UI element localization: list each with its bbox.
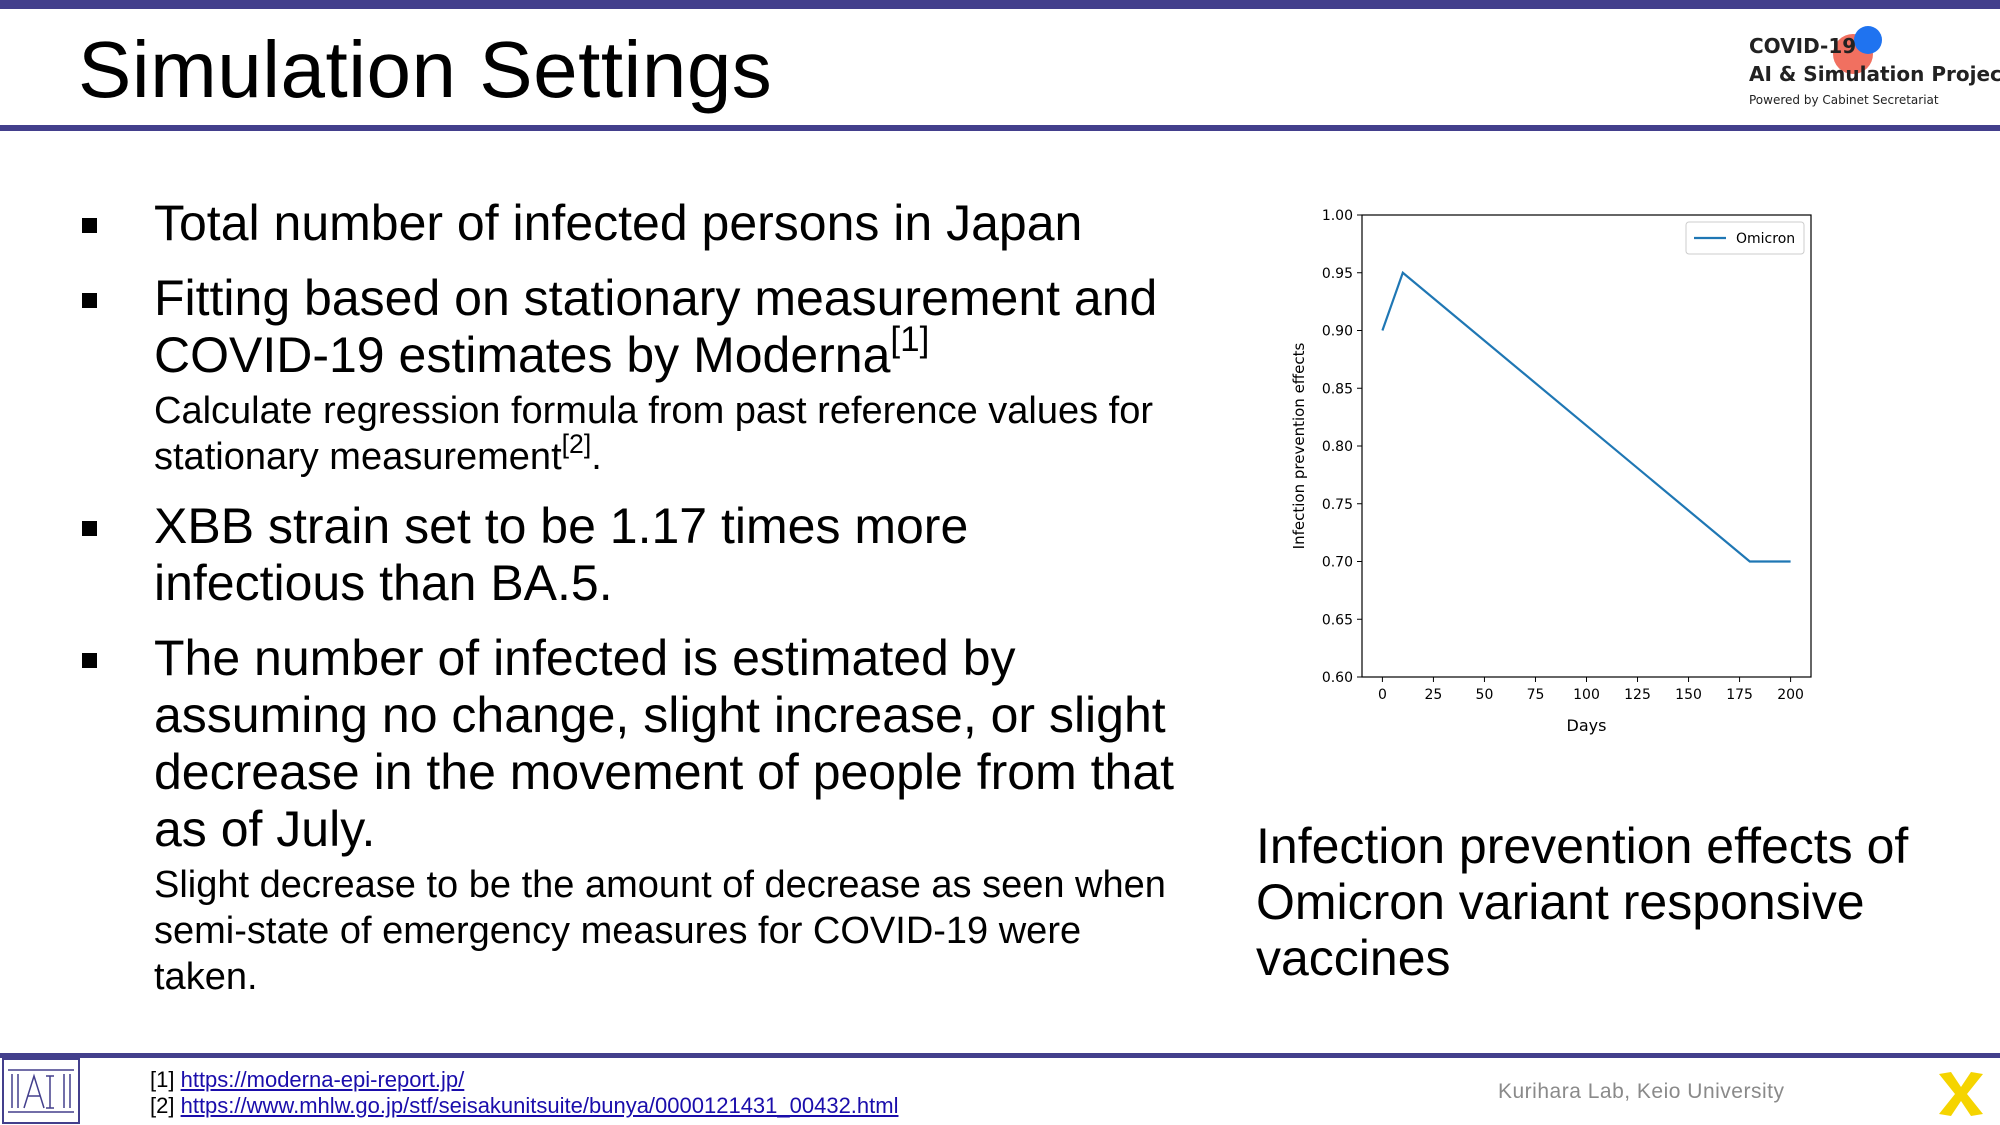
y-tick-label: 0.90 — [1322, 324, 1353, 340]
logo-line3: Powered by Cabinet Secretariat — [1749, 93, 1939, 107]
x-tick-label: 50 — [1476, 687, 1494, 703]
x-tick-label: 0 — [1378, 687, 1387, 703]
bullet-item: XBB strain set to be 1.17 times more inf… — [78, 498, 1188, 612]
bullet-list: Total number of infected persons in Japa… — [78, 195, 1188, 1018]
x-tick-label: 125 — [1624, 687, 1651, 703]
vaccine-effect-chart: 0.60 0.65 0.70 0.75 0.80 0.85 0.90 0.95 1.00 0 25 5… — [1290, 208, 1812, 735]
page-title: Simulation Settings — [78, 25, 773, 114]
chart-caption: Infection prevention effects of Omicron … — [1256, 818, 1909, 986]
bullet-text: The number of infected is estimated by a… — [154, 630, 1175, 857]
x-axis-label: Days — [1567, 716, 1607, 735]
citation-2: [2] — [561, 429, 592, 460]
bullet-text: XBB strain set to be 1.17 times more inf… — [154, 498, 969, 611]
ai-lab-logo — [2, 1058, 80, 1124]
y-tick-label: 1.00 — [1322, 208, 1353, 224]
reference-item: [2] https://www.mhlw.go.jp/stf/seisakuni… — [150, 1093, 899, 1118]
logo-line1: COVID-19 — [1749, 34, 1857, 58]
bullet-marker — [82, 521, 97, 536]
y-tick-label: 0.85 — [1322, 381, 1353, 397]
reference-link[interactable]: https://www.mhlw.go.jp/stf/seisakunitsui… — [180, 1093, 899, 1118]
x-tick-label: 200 — [1777, 687, 1804, 703]
bullet-subtext: Slight decrease to be the amount of decr… — [154, 864, 1166, 998]
citation-1: [1] — [890, 320, 930, 359]
y-axis-label: Infection prevention effects — [1290, 343, 1308, 550]
bullet-subtext: Calculate regression formula from past r… — [154, 390, 1154, 478]
y-tick-label: 0.75 — [1322, 497, 1353, 513]
y-tick-label: 0.60 — [1322, 670, 1353, 686]
x-logo — [1939, 1072, 1983, 1116]
y-tick-label: 0.80 — [1322, 439, 1353, 455]
title-rule — [0, 125, 2000, 131]
x-tick-label: 25 — [1425, 687, 1443, 703]
logo-line2: AI & Simulation Project — [1749, 62, 2000, 86]
reference-link[interactable]: https://moderna-epi-report.jp/ — [180, 1067, 465, 1092]
bullet-item: Fitting based on stationary measurement … — [78, 270, 1188, 480]
y-tick-label: 0.65 — [1322, 612, 1353, 628]
covid19-project-logo: COVID-19 AI & Simulation Project Powered… — [1745, 22, 2000, 122]
bullet-text: Fitting based on stationary measurement … — [154, 270, 1158, 383]
y-tick-label: 0.70 — [1322, 555, 1353, 571]
bullet-marker — [82, 293, 97, 308]
bullet-item: Total number of infected persons in Japa… — [78, 195, 1188, 252]
x-tick-label: 175 — [1726, 687, 1753, 703]
legend-box — [1685, 221, 1805, 255]
series-line-omicron — [1381, 270, 1791, 563]
bullet-marker — [82, 653, 97, 668]
y-tick-label: 0.95 — [1322, 266, 1353, 282]
bullet-marker — [82, 218, 97, 233]
references: [1] https://moderna-epi-report.jp/ [2] h… — [150, 1067, 898, 1119]
plot-frame — [1361, 214, 1812, 678]
bullet-text: Total number of infected persons in Japa… — [154, 195, 1083, 251]
footer-credit: Kurihara Lab, Keio University — [1498, 1080, 1785, 1103]
footer-rule — [0, 1053, 2000, 1058]
bullet-item: The number of infected is estimated by a… — [78, 630, 1188, 1000]
logo-blue-dot — [1854, 26, 1882, 54]
reference-item: [1] https://moderna-epi-report.jp/ — [150, 1067, 465, 1092]
x-tick-label: 100 — [1573, 687, 1600, 703]
x-tick-label: 75 — [1527, 687, 1545, 703]
x-tick-label: 150 — [1675, 687, 1702, 703]
top-accent-bar — [0, 0, 2000, 9]
legend-label: Omicron — [1736, 231, 1795, 247]
